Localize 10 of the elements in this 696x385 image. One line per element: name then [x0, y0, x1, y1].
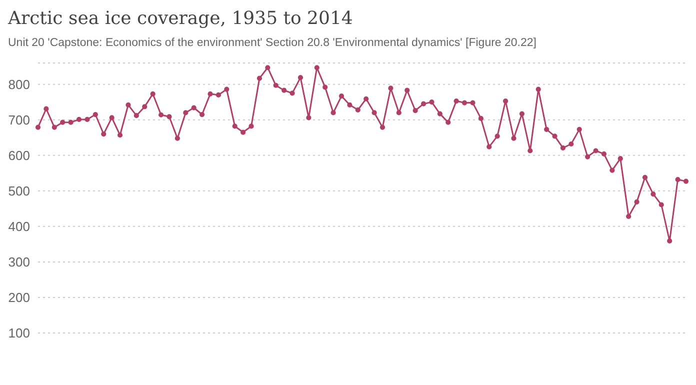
chart-subtitle: Unit 20 'Capstone: Economics of the environment' Section 20.8 'Environmental dynamics' [Figure 20.22]	[8, 36, 538, 51]
y-tick-label: 300	[8, 254, 30, 270]
chart-title: Arctic sea ice coverage, 1935 to 2014	[8, 8, 354, 29]
y-tick-label: 500	[8, 184, 30, 199]
y-tick-label: 600	[8, 148, 30, 163]
y-tick-label: 800	[8, 76, 30, 92]
y-tick-label: 700	[8, 112, 30, 128]
y-tick-label: 100	[8, 326, 30, 341]
y-tick-label: 400	[8, 219, 30, 234]
y-tick-label: 200	[8, 290, 30, 306]
